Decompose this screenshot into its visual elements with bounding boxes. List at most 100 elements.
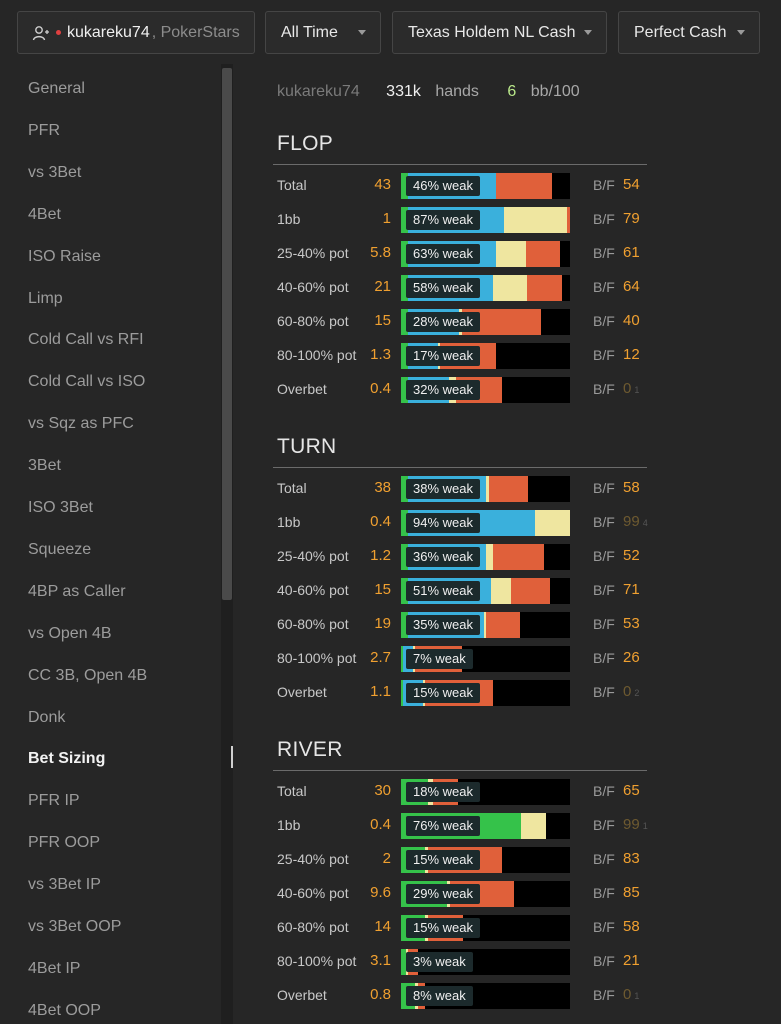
section-title: RIVER	[277, 738, 343, 761]
sidebar-item[interactable]: 4Bet IP	[28, 959, 81, 977]
weak-percent-label: 29% weak	[406, 884, 480, 904]
stat-row[interactable]: 40-60% pot 9.6 29% weak B/F 85	[233, 881, 781, 907]
strength-bar: 38% weak	[401, 476, 570, 502]
stat-row[interactable]: Total 38 38% weak B/F 58	[233, 476, 781, 502]
stat-row[interactable]: Overbet 0.4 32% weak B/F 0 1	[233, 377, 781, 403]
stat-row[interactable]: 25-40% pot 2 15% weak B/F 83	[233, 847, 781, 873]
bf-value: 71	[623, 581, 640, 598]
bf-value: 85	[623, 884, 640, 901]
bar-segment-green	[401, 309, 408, 335]
weak-percent-label: 15% weak	[406, 918, 480, 938]
sidebar-item[interactable]: 4Bet	[28, 205, 61, 223]
status-dot	[56, 30, 61, 35]
bar-segment-orange	[496, 173, 552, 199]
stat-row[interactable]: 60-80% pot 19 35% weak B/F 53	[233, 612, 781, 638]
bf-label: B/F	[593, 279, 615, 295]
stat-row[interactable]: 60-80% pot 15 28% weak B/F 40	[233, 309, 781, 335]
stat-row[interactable]: 1bb 0.4 76% weak B/F 99 1	[233, 813, 781, 839]
sidebar-item[interactable]: PFR OOP	[28, 834, 101, 852]
bf-value-text: 85	[623, 884, 640, 901]
sidebar-item[interactable]: Limp	[28, 289, 63, 307]
sidebar-item[interactable]: PFR IP	[28, 792, 80, 810]
bar-segment-green	[401, 476, 408, 502]
sidebar-item[interactable]: Cold Call vs ISO	[28, 373, 146, 391]
period-dropdown[interactable]: All Time	[265, 11, 381, 54]
stat-row[interactable]: 40-60% pot 15 51% weak B/F 71	[233, 578, 781, 604]
stat-row[interactable]: 80-100% pot 2.7 7% weak B/F 26	[233, 646, 781, 672]
bar-segment-orange	[489, 476, 528, 502]
stat-row[interactable]: 40-60% pot 21 58% weak B/F 64	[233, 275, 781, 301]
bar-segment-green	[401, 510, 408, 536]
bar-segment-green	[401, 241, 408, 267]
row-frequency: 0.8	[370, 986, 391, 1003]
bar-segment-yellow	[496, 241, 526, 267]
stat-row[interactable]: 80-100% pot 3.1 3% weak B/F 21	[233, 949, 781, 975]
sidebar-item[interactable]: ISO Raise	[28, 247, 101, 265]
stat-row[interactable]: 60-80% pot 14 15% weak B/F 58	[233, 915, 781, 941]
sidebar-item[interactable]: General	[28, 80, 85, 97]
sidebar-item[interactable]: vs 3Bet OOP	[28, 918, 122, 935]
weak-percent-label: 36% weak	[406, 547, 480, 567]
row-label: 60-80% pot	[277, 919, 349, 935]
chevron-down-icon	[737, 30, 745, 35]
sidebar-item[interactable]: Squeeze	[28, 540, 92, 558]
sidebar-item[interactable]: PFR	[28, 121, 60, 139]
row-frequency: 9.6	[370, 884, 391, 901]
sidebar-item[interactable]: 4BP as Caller	[28, 582, 126, 600]
stat-row[interactable]: 25-40% pot 5.8 63% weak B/F 61	[233, 241, 781, 267]
stat-row[interactable]: Overbet 0.8 8% weak B/F 0 1	[233, 983, 781, 1009]
section-divider	[273, 770, 647, 771]
sidebar-item[interactable]: CC 3B, Open 4B	[28, 666, 148, 684]
weak-percent-label: 63% weak	[406, 244, 480, 264]
row-label: 25-40% pot	[277, 548, 349, 564]
chevron-down-icon	[358, 30, 366, 35]
stat-row[interactable]: Overbet 1.1 15% weak B/F 0 2	[233, 680, 781, 706]
bar-segment-yellow	[484, 612, 486, 638]
bf-label: B/F	[593, 851, 615, 867]
bf-value: 40	[623, 312, 640, 329]
row-label: 60-80% pot	[277, 313, 349, 329]
sidebar-item[interactable]: ISO 3Bet	[28, 499, 93, 516]
mode-label: Perfect Cash	[634, 23, 727, 41]
stat-row[interactable]: 1bb 0.4 94% weak B/F 99 4	[233, 510, 781, 536]
sidebar-item[interactable]: 3Bet	[28, 457, 61, 475]
strength-bar: 3% weak	[401, 949, 570, 975]
bar-segment-green	[401, 275, 408, 301]
bf-value: 52	[623, 547, 640, 564]
bf-value-text: 0	[623, 380, 632, 397]
row-label: 1bb	[277, 817, 301, 833]
stat-row[interactable]: 1bb 1 87% weak B/F 79	[233, 207, 781, 233]
strength-bar: 36% weak	[401, 544, 570, 570]
sidebar-item[interactable]: Cold Call vs RFI	[28, 331, 144, 349]
sidebar-item[interactable]: vs 3Bet IP	[28, 876, 101, 894]
sidebar-item[interactable]: 4Bet OOP	[28, 1001, 101, 1019]
bf-sample-count: 2	[634, 688, 640, 698]
sidebar-item[interactable]: vs 3Bet	[28, 163, 82, 181]
bar-segment-green	[401, 646, 403, 672]
bar-segment-green	[401, 343, 408, 369]
stat-row[interactable]: 80-100% pot 1.3 17% weak B/F 12	[233, 343, 781, 369]
sidebar-item[interactable]: vs Sqz as PFC	[28, 415, 134, 433]
stat-row[interactable]: 25-40% pot 1.2 36% weak B/F 52	[233, 544, 781, 570]
sidebar-item[interactable]: Donk	[28, 708, 66, 726]
bar-segment-green	[401, 377, 408, 403]
bf-value: 65	[623, 782, 640, 799]
weak-percent-label: 38% weak	[406, 479, 480, 499]
sidebar-item[interactable]: Bet Sizing	[28, 750, 106, 768]
mode-dropdown[interactable]: Perfect Cash	[618, 11, 760, 54]
game-dropdown[interactable]: Texas Holdem NL Cash	[392, 11, 607, 54]
bf-label: B/F	[593, 548, 615, 564]
weak-percent-label: 51% weak	[406, 581, 480, 601]
bf-label: B/F	[593, 381, 615, 397]
user-switch-icon	[32, 24, 50, 42]
bf-value: 61	[623, 244, 640, 261]
stat-row[interactable]: Total 43 46% weak B/F 54	[233, 173, 781, 199]
scrollbar-thumb[interactable]	[222, 68, 232, 600]
player-selector[interactable]: kukareku74 , PokerStars	[17, 11, 255, 54]
strength-bar: 94% weak	[401, 510, 570, 536]
bar-segment-orange	[493, 544, 544, 570]
sidebar-item[interactable]: vs Open 4B	[28, 624, 112, 642]
stat-row[interactable]: Total 30 18% weak B/F 65	[233, 779, 781, 805]
bf-value-text: 58	[623, 918, 640, 935]
bar-segment-green	[401, 544, 408, 570]
